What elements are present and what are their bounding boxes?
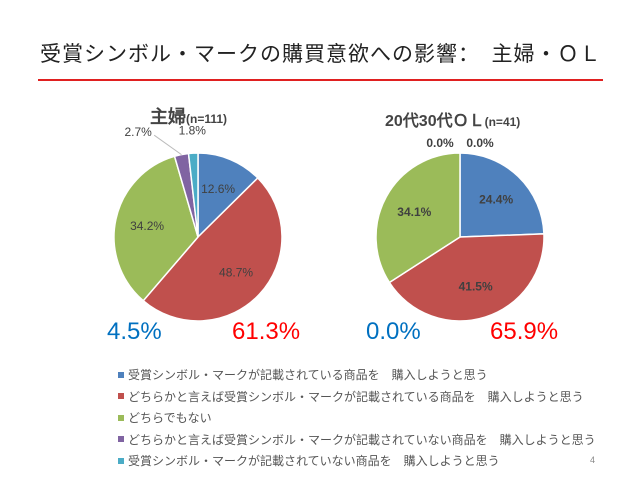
legend-swatch — [118, 457, 124, 464]
pie1-annotation-positive: 61.3% — [232, 318, 301, 345]
pie1-data-label: 12.6% — [201, 182, 235, 196]
pie1-slice-2 — [142, 176, 283, 322]
pie2-slice-2 — [388, 233, 545, 322]
pie1-slice-3 — [113, 155, 199, 302]
legend-swatch — [118, 436, 124, 443]
title-divider — [38, 79, 603, 81]
pie1-title: 主婦(n=111) — [150, 103, 227, 129]
legend-item: どちらかと言えば受賞シンボル・マークが記載されている商品を 購入しようと思う — [118, 386, 596, 408]
legend: 受賞シンボル・マークが記載されている商品を 購入しようと思う どちらかと言えば受… — [118, 364, 596, 472]
pie2-slice-3 — [375, 152, 461, 284]
pie2-data-label: 0.0% — [426, 136, 454, 150]
pie1-data-label: 1.8% — [179, 123, 207, 137]
legend-swatch — [118, 393, 124, 400]
legend-label: どちらでもない — [128, 411, 212, 426]
pie2-title-text: 20代30代ＯＬ — [385, 113, 485, 130]
legend-swatch — [118, 414, 124, 421]
pie2-data-label: 24.4% — [479, 192, 513, 206]
slide-title: 受賞シンボル・マークの購買意欲への影響： 主婦・ＯＬ — [40, 43, 602, 66]
pie2-data-label: 0.0% — [466, 136, 494, 150]
page-number: 4 — [590, 455, 596, 465]
legend-label: 受賞シンボル・マークが記載されていない商品を 購入しようと思う — [128, 454, 500, 469]
pie1-slice-1 — [197, 152, 259, 239]
legend-label: どちらかと言えば受賞シンボル・マークが記載されていない商品を 購入しようと思う — [128, 432, 596, 447]
pie2-annotation-positive: 65.9% — [490, 318, 559, 345]
pie1-title-note: (n=111) — [186, 112, 228, 126]
pie1-data-label: 48.7% — [219, 266, 253, 280]
pie2-slice-1 — [459, 152, 545, 238]
legend-swatch — [118, 371, 124, 378]
legend-item: 受賞シンボル・マークが記載されている商品を 購入しようと思う — [118, 364, 596, 386]
legend-label: 受賞シンボル・マークが記載されている商品を 購入しようと思う — [128, 368, 488, 383]
pie2-title: 20代30代ＯＬ(n=41) — [385, 107, 520, 131]
pie1-annotation-negative: 4.5% — [107, 318, 162, 345]
pie1-data-label: 34.2% — [130, 219, 164, 233]
pie1-data-label: 2.7% — [124, 125, 152, 139]
legend-item: どちらでもない — [118, 407, 596, 429]
pie2-data-label: 41.5% — [459, 280, 493, 294]
pie1-title-text: 主婦 — [150, 107, 186, 127]
legend-item: どちらかと言えば受賞シンボル・マークが記載されていない商品を 購入しようと思う — [118, 429, 596, 451]
pie2-title-note: (n=41) — [484, 115, 521, 129]
pie2-data-label: 34.1% — [397, 205, 431, 219]
pie2-annotation-negative: 0.0% — [366, 318, 421, 345]
pie1-slice-5 — [187, 152, 199, 238]
pie1-leader-line — [153, 134, 182, 156]
legend-item: 受賞シンボル・マークが記載されていない商品を 購入しようと思う — [118, 450, 596, 472]
legend-label: どちらかと言えば受賞シンボル・マークが記載されている商品を 購入しようと思う — [128, 389, 584, 404]
